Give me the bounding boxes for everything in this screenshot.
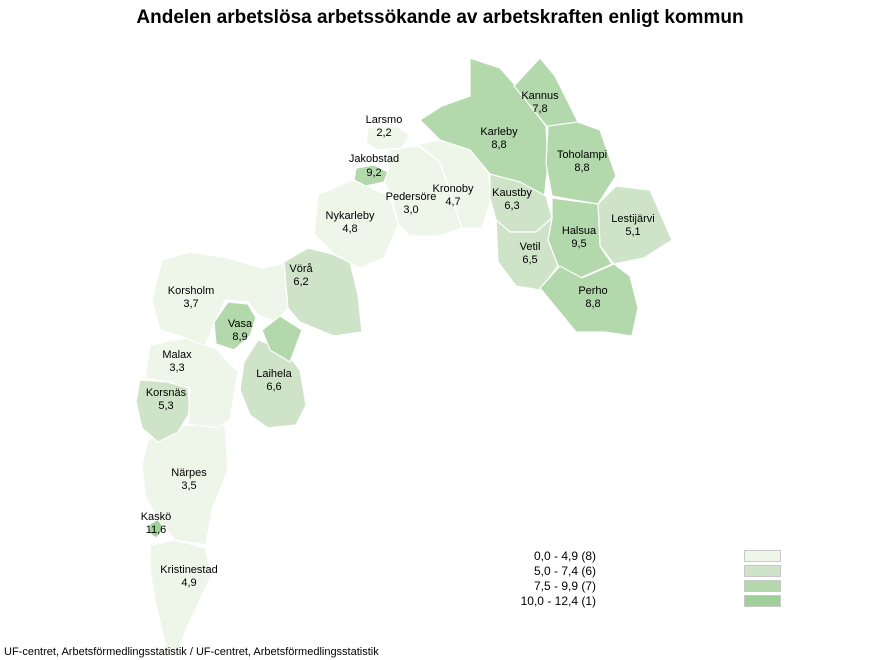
label-laihela-value: 6,6 [266, 381, 281, 393]
label-laihela-name: Laihela [256, 368, 292, 380]
label-korsnas-value: 5,3 [158, 400, 173, 412]
region-lestijarvi[interactable] [597, 185, 673, 265]
label-kronoby-value: 4,7 [445, 196, 460, 208]
label-kannus-name: Kannus [521, 90, 559, 102]
label-vasa-name: Vasa [228, 318, 253, 330]
label-halsua-value: 9,5 [571, 238, 586, 250]
legend-swatch [744, 550, 781, 562]
label-korsnas-name: Korsnäs [146, 387, 187, 399]
label-vetil-value: 6,5 [522, 254, 537, 266]
label-korsholm-value: 3,7 [183, 298, 198, 310]
label-kristinestad-value: 4,9 [181, 577, 196, 589]
label-kannus-value: 7,8 [532, 103, 547, 115]
source-note: UF-centret, Arbetsförmedlingsstatistik /… [4, 646, 379, 658]
label-kaustby-value: 6,3 [504, 200, 519, 212]
legend-label: 7,5 - 9,9 (7) [533, 579, 596, 593]
label-lestijarvi-name: Lestijärvi [611, 213, 654, 225]
map-title: Andelen arbetslösa arbetssökande av arbe… [136, 7, 744, 28]
legend-swatch [744, 565, 781, 577]
region-kristinestad[interactable] [149, 539, 213, 656]
region-korsholm[interactable] [151, 251, 291, 347]
label-vetil-name: Vetil [520, 241, 541, 253]
region-vetil[interactable] [495, 217, 559, 291]
legend-swatch [744, 595, 781, 607]
label-kasko-value: 11,6 [146, 524, 167, 536]
legend-swatch [744, 580, 781, 592]
region-vasa-east[interactable] [261, 315, 303, 363]
label-karleby-value: 8,8 [491, 139, 506, 151]
legend-label: 0,0 - 4,9 (8) [533, 549, 596, 563]
label-toholampi-name: Toholampi [557, 149, 607, 161]
label-karleby-name: Karleby [480, 126, 518, 138]
label-pedersore-value: 3,0 [403, 204, 418, 216]
region-vasa[interactable] [213, 301, 257, 351]
label-vasa-value: 8,9 [232, 331, 247, 343]
label-toholampi-value: 8,8 [574, 162, 589, 174]
label-malax-value: 3,3 [169, 362, 184, 374]
label-larsmo-name: Larsmo [366, 114, 403, 126]
label-larsmo-value: 2,2 [376, 127, 391, 139]
region-perho[interactable] [539, 263, 639, 337]
label-kaustby-name: Kaustby [492, 187, 532, 199]
label-nykarleby-value: 4,8 [342, 223, 357, 235]
label-perho-value: 8,8 [585, 298, 600, 310]
label-vora-value: 6,2 [293, 276, 308, 288]
label-nykarleby-name: Nykarleby [326, 210, 375, 222]
label-halsua-name: Halsua [562, 225, 597, 237]
label-malax-name: Malax [162, 349, 192, 361]
label-kronoby-name: Kronoby [433, 183, 474, 195]
label-kasko-name: Kaskö [141, 511, 172, 523]
label-pedersore-name: Pedersöre [386, 191, 437, 203]
label-lestijarvi-value: 5,1 [625, 226, 640, 238]
region-kannus[interactable] [513, 57, 579, 129]
label-narpes-value: 3,5 [181, 480, 196, 492]
legend-label: 10,0 - 12,4 (1) [520, 594, 596, 608]
label-perho-name: Perho [578, 285, 607, 297]
label-korsholm-name: Korsholm [168, 285, 214, 297]
label-kristinestad-name: Kristinestad [160, 564, 217, 576]
label-jakobstad-value: 9,2 [366, 167, 381, 179]
label-jakobstad-name: Jakobstad [349, 153, 399, 165]
legend-label: 5,0 - 7,4 (6) [533, 564, 596, 578]
label-narpes-name: Närpes [171, 467, 207, 479]
region-vora[interactable] [283, 247, 363, 337]
label-vora-name: Vörå [289, 263, 313, 275]
